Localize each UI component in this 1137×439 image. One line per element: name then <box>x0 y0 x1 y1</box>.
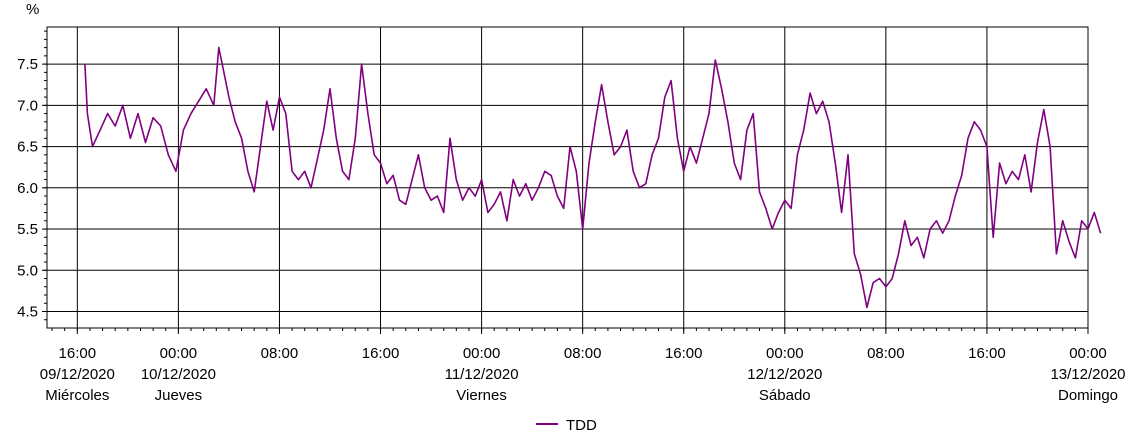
y-tick-label: 7.0 <box>17 97 38 114</box>
x-axis: 16:00 09/12/2020 Miércoles 00:00 10/12/2020 J… <box>40 328 1126 404</box>
series-line-tdd <box>84 46 1102 309</box>
x-tick-label: 00:00 <box>766 345 804 362</box>
y-tick-label: 6.0 <box>17 180 38 197</box>
x-tick-label: 08:00 <box>564 345 602 362</box>
plot-area <box>46 26 1089 329</box>
y-tick-label: 4.5 <box>17 304 38 321</box>
y-axis-unit-label: % <box>26 1 39 18</box>
y-axis: 4.5 5.0 5.5 6.0 6.5 7.0 7.5 <box>17 30 47 321</box>
x-tick-label: 00:00 <box>1069 345 1107 362</box>
x-tick-label: 00:00 <box>463 345 501 362</box>
x-tick-label: 09/12/2020 <box>40 366 115 383</box>
y-tick-label: 7.5 <box>17 56 38 73</box>
x-tick-label: 16:00 <box>59 345 97 362</box>
x-tick-label: 12/12/2020 <box>747 366 822 383</box>
x-tick-label: 08:00 <box>261 345 299 362</box>
x-tick-label: 00:00 <box>160 345 198 362</box>
x-tick-label: Viernes <box>456 387 507 404</box>
x-tick-label: Domingo <box>1058 387 1118 404</box>
x-tick-label: Sábado <box>759 387 811 404</box>
legend-label-tdd: TDD <box>566 417 597 434</box>
y-tick-label: 5.5 <box>17 221 38 238</box>
y-tick-label: 6.5 <box>17 139 38 156</box>
series-layer <box>84 46 1102 309</box>
x-tick-label: 16:00 <box>665 345 703 362</box>
x-tick-label: Miércoles <box>45 387 109 404</box>
x-tick-label: 16:00 <box>968 345 1006 362</box>
x-tick-label: 08:00 <box>867 345 905 362</box>
x-tick-label: Jueves <box>155 387 203 404</box>
x-tick-label: 10/12/2020 <box>141 366 216 383</box>
x-tick-label: 13/12/2020 <box>1050 366 1125 383</box>
x-tick-label: 11/12/2020 <box>445 366 519 383</box>
y-tick-label: 5.0 <box>17 262 38 279</box>
x-tick-label: 16:00 <box>362 345 400 362</box>
legend: TDD <box>536 417 597 434</box>
